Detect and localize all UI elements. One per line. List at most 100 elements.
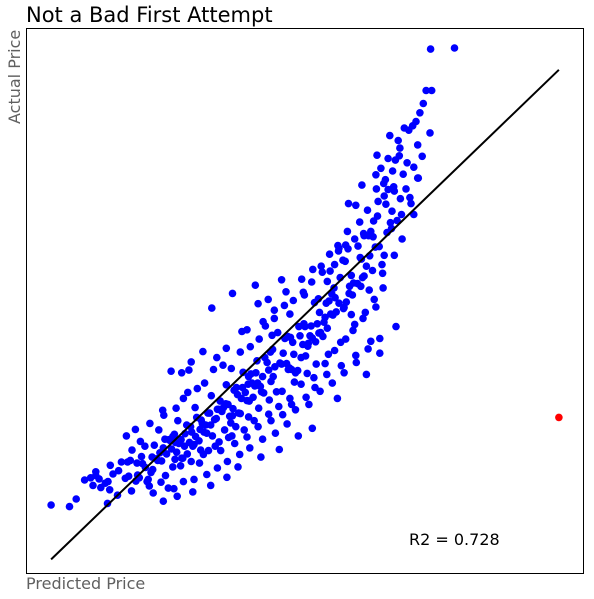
data-point xyxy=(412,117,420,126)
data-point xyxy=(243,433,251,441)
data-point xyxy=(270,314,279,323)
data-point xyxy=(265,396,274,404)
data-point xyxy=(303,369,312,378)
data-point xyxy=(147,468,155,477)
data-point xyxy=(161,471,170,480)
data-point xyxy=(258,372,267,381)
data-point xyxy=(239,368,247,377)
data-point xyxy=(400,124,409,132)
data-point xyxy=(390,251,399,260)
data-point xyxy=(209,365,218,374)
data-point xyxy=(191,403,199,412)
data-point xyxy=(302,393,310,402)
data-point xyxy=(65,502,74,511)
data-point xyxy=(282,288,290,296)
data-point xyxy=(200,379,209,387)
data-point xyxy=(124,472,133,481)
data-point xyxy=(345,282,354,291)
data-point xyxy=(232,422,240,431)
data-point xyxy=(270,306,279,315)
data-point xyxy=(254,422,262,431)
data-point xyxy=(169,463,177,471)
data-point xyxy=(234,463,242,471)
data-point xyxy=(150,441,159,450)
data-point xyxy=(277,276,286,284)
data-point xyxy=(264,295,273,304)
data-point xyxy=(373,151,381,159)
data-point xyxy=(223,457,232,466)
data-point xyxy=(369,233,377,241)
data-point xyxy=(222,381,231,389)
data-point xyxy=(158,406,167,415)
data-point xyxy=(170,484,178,493)
data-point xyxy=(222,344,231,353)
data-point xyxy=(364,345,372,353)
data-point xyxy=(328,379,337,387)
data-point xyxy=(294,432,303,440)
data-point xyxy=(276,359,284,367)
data-point xyxy=(310,373,318,382)
data-point xyxy=(377,164,385,173)
data-point xyxy=(422,86,430,95)
data-point xyxy=(205,409,214,417)
data-point xyxy=(190,475,198,484)
data-point xyxy=(220,426,229,434)
data-point xyxy=(357,282,365,291)
data-point xyxy=(228,412,237,420)
data-point xyxy=(388,167,397,175)
data-point xyxy=(450,44,459,52)
data-point xyxy=(157,478,165,487)
data-point xyxy=(392,322,400,331)
data-point xyxy=(359,229,368,238)
data-point xyxy=(289,296,298,305)
data-point xyxy=(380,192,389,200)
data-point xyxy=(380,251,389,260)
data-point xyxy=(105,486,114,494)
data-point xyxy=(307,322,315,330)
data-point xyxy=(109,470,117,478)
data-point xyxy=(373,212,382,220)
data-point xyxy=(348,291,357,299)
data-point xyxy=(394,136,403,145)
data-point xyxy=(300,320,308,328)
data-point xyxy=(376,349,384,358)
data-point xyxy=(402,185,410,193)
data-point xyxy=(230,439,239,448)
chart-title: Not a Bad First Attempt xyxy=(26,3,273,27)
data-point xyxy=(236,348,245,356)
outlier-point xyxy=(555,413,563,422)
data-point xyxy=(326,267,334,275)
data-point xyxy=(426,129,434,137)
data-point xyxy=(382,200,390,208)
data-point xyxy=(206,481,215,490)
data-point xyxy=(296,332,304,340)
data-point xyxy=(213,353,221,362)
data-point xyxy=(331,293,339,302)
data-point xyxy=(246,444,254,452)
data-point xyxy=(372,303,380,311)
data-point xyxy=(273,328,282,337)
data-point xyxy=(362,262,371,271)
data-point xyxy=(254,404,263,413)
data-point xyxy=(172,404,180,413)
data-point xyxy=(403,159,411,167)
data-point xyxy=(187,358,195,366)
data-point xyxy=(258,435,267,444)
data-point xyxy=(216,446,225,455)
data-point xyxy=(229,404,237,413)
data-point xyxy=(271,429,280,438)
data-point xyxy=(114,466,123,475)
data-point xyxy=(396,194,405,203)
points-layer xyxy=(47,44,459,511)
data-point xyxy=(300,291,309,299)
data-point xyxy=(301,352,310,360)
data-point xyxy=(72,495,80,503)
data-point xyxy=(267,416,275,425)
data-point xyxy=(286,394,294,403)
data-point xyxy=(316,328,325,337)
data-point xyxy=(372,171,380,179)
data-point xyxy=(355,218,364,226)
data-point xyxy=(47,501,55,509)
data-point xyxy=(393,216,401,225)
